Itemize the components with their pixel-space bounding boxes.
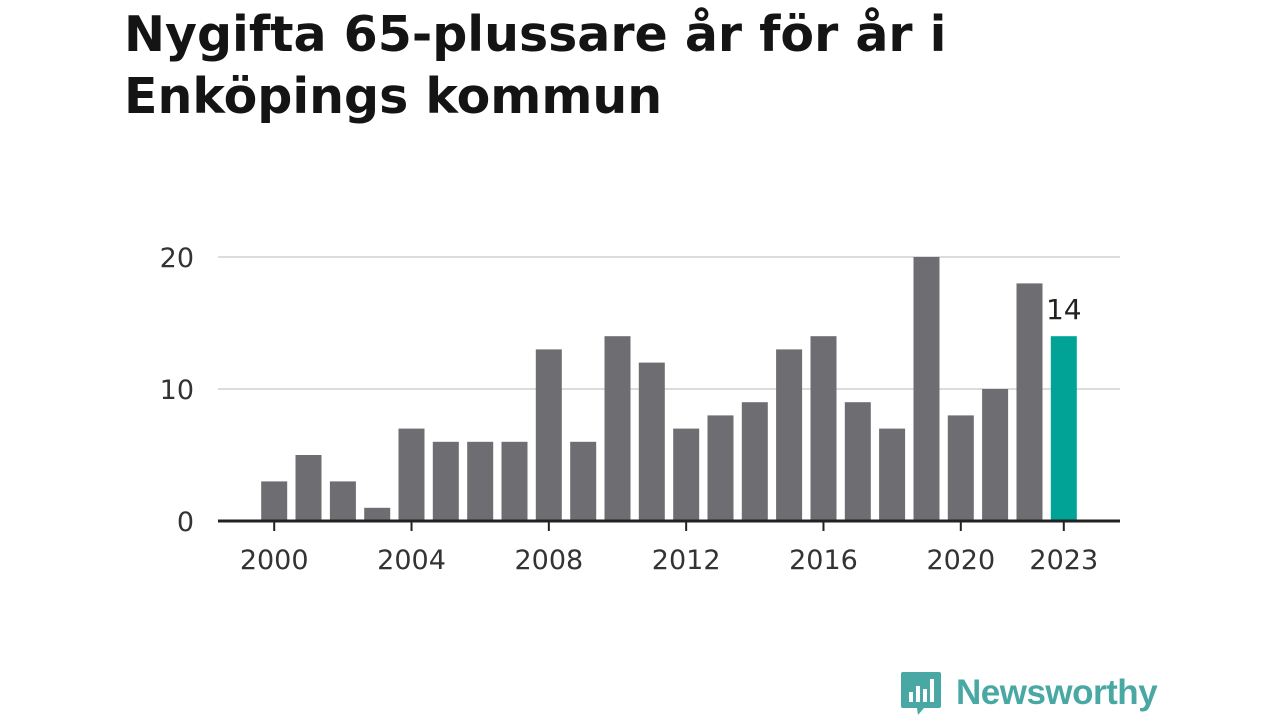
x-tick-label: 2023 [1029, 545, 1098, 576]
bar [844, 402, 871, 521]
bar [261, 481, 288, 521]
bar [398, 428, 425, 521]
bar [329, 481, 356, 521]
bars [261, 257, 1077, 521]
bar [535, 349, 562, 521]
x-tick-label: 2016 [789, 545, 858, 576]
bar [673, 428, 700, 521]
brand-name: Newsworthy [956, 673, 1158, 712]
bar-highlight [1050, 336, 1077, 521]
bar [741, 402, 768, 521]
labels: 0 10 20 2000 2004 2008 2012 2016 2020 2023 14 [160, 243, 1099, 576]
bar [1016, 283, 1043, 521]
bar [982, 389, 1009, 521]
bar [501, 441, 528, 521]
x-tick-label: 2020 [926, 545, 995, 576]
bar [570, 441, 597, 521]
chart-title: Nygifta 65-plussare år för år i Enköping… [124, 6, 947, 125]
bar [776, 349, 803, 521]
bar [432, 441, 459, 521]
bar [947, 415, 974, 521]
bar [467, 441, 494, 521]
bar [913, 257, 940, 521]
bar [295, 455, 322, 521]
newsworthy-brand: Newsworthy [900, 668, 1158, 718]
y-tick-label: 10 [160, 375, 194, 406]
bar [879, 428, 906, 521]
bar [364, 507, 391, 521]
y-tick-label: 20 [160, 243, 194, 274]
bar-chart: 0 10 20 2000 2004 2008 2012 2016 2020 2023 14 [160, 243, 1120, 576]
y-tick-label: 0 [177, 507, 194, 538]
bar [810, 336, 837, 521]
x-tick-label: 2008 [514, 545, 583, 576]
bar [604, 336, 631, 521]
highlight-value-label: 14 [1046, 293, 1082, 326]
bar [638, 362, 665, 521]
x-tick-label: 2004 [377, 545, 446, 576]
x-tick-label: 2012 [652, 545, 721, 576]
gridlines [218, 256, 1120, 390]
newsworthy-logo-icon [901, 672, 941, 715]
x-tick-label: 2000 [240, 545, 309, 576]
axes [218, 519, 1120, 531]
bar [707, 415, 734, 521]
